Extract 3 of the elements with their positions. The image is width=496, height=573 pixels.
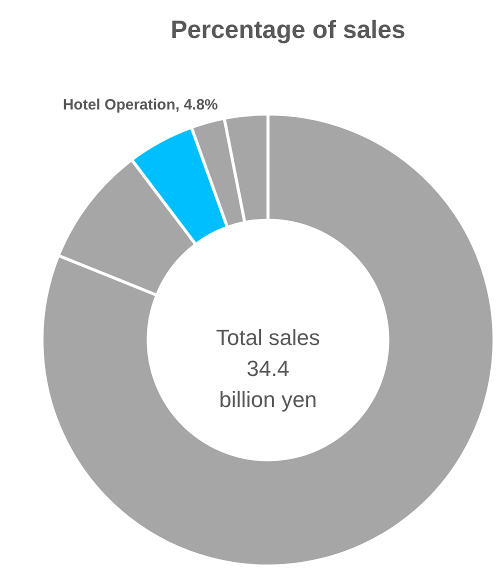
- slice-label: Hotel Operation, 4.8%: [62, 96, 218, 114]
- chart-title: Percentage of sales: [170, 16, 406, 44]
- text: Total sales 34.4 billion yen: [216, 325, 320, 412]
